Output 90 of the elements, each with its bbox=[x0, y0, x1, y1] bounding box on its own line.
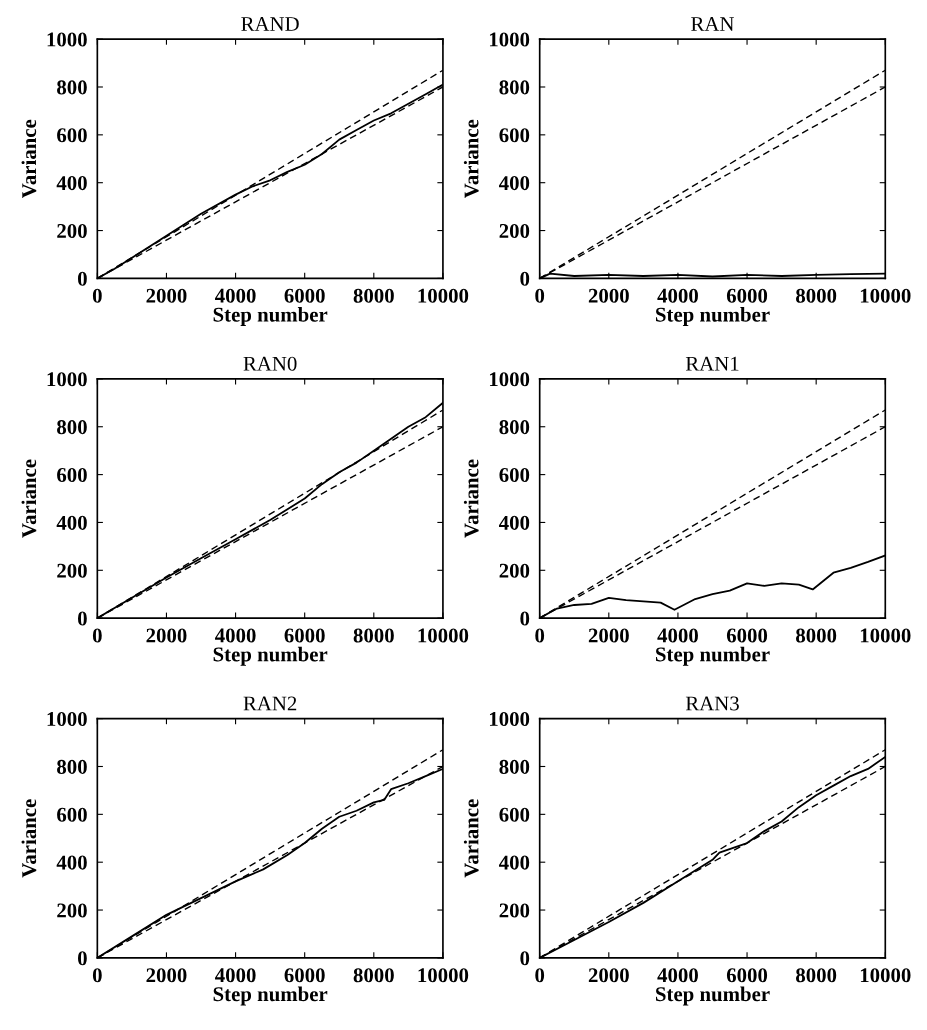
y-tick-label: 1000 bbox=[47, 712, 87, 727]
x-tick-label: 0 bbox=[92, 968, 102, 983]
chart-title: RAN1 bbox=[685, 356, 739, 371]
x-tick-label: 10000 bbox=[860, 628, 911, 643]
x-axis-title: Step number bbox=[213, 646, 328, 666]
x-tick-label: 0 bbox=[535, 288, 545, 303]
x-tick-label: 0 bbox=[92, 288, 102, 303]
y-tick-label: 0 bbox=[77, 271, 87, 286]
y-tick-label: 0 bbox=[520, 951, 530, 966]
x-tick-label: 6000 bbox=[284, 628, 325, 643]
x-tick-label: 6000 bbox=[284, 288, 325, 303]
y-tick-label: 0 bbox=[77, 611, 87, 626]
y-tick-label: 400 bbox=[56, 176, 87, 191]
y-tick-label: 200 bbox=[499, 903, 530, 918]
y-tick-label: 1000 bbox=[47, 32, 87, 47]
x-axis-title: Step number bbox=[213, 986, 328, 1006]
x-tick-label: 2000 bbox=[146, 628, 187, 643]
x-tick-label: 0 bbox=[92, 628, 102, 643]
y-tick-label: 0 bbox=[520, 611, 530, 626]
y-axis-title: Variance bbox=[463, 119, 479, 199]
x-tick-label: 6000 bbox=[726, 968, 768, 983]
chart-title: RAN0 bbox=[243, 356, 297, 371]
y-tick-label: 800 bbox=[499, 759, 530, 774]
chart-title: RAND bbox=[241, 17, 299, 31]
y-tick-label: 400 bbox=[499, 855, 530, 870]
x-tick-label: 4000 bbox=[215, 288, 256, 303]
x-tick-label: 8000 bbox=[796, 288, 837, 303]
y-tick-label: 200 bbox=[57, 563, 87, 578]
x-tick-label: 2000 bbox=[146, 968, 187, 983]
x-axis-title: Step number bbox=[213, 307, 328, 326]
y-tick-label: 600 bbox=[499, 128, 530, 143]
y-tick-label: 600 bbox=[499, 467, 530, 483]
y-tick-label: 200 bbox=[499, 563, 530, 578]
x-tick-label: 8000 bbox=[796, 968, 837, 983]
y-tick-label: 200 bbox=[57, 223, 87, 238]
x-tick-label: 6000 bbox=[284, 968, 325, 983]
x-tick-label: 4000 bbox=[215, 968, 256, 983]
y-axis-title: Variance bbox=[463, 459, 479, 538]
y-tick-label: 1000 bbox=[489, 32, 530, 47]
y-tick-label: 400 bbox=[56, 855, 87, 870]
x-axis-title: Step number bbox=[656, 646, 770, 666]
x-tick-label: 10000 bbox=[418, 968, 469, 983]
x-tick-label: 4000 bbox=[215, 628, 256, 643]
x-tick-label: 10000 bbox=[418, 288, 469, 303]
y-axis-title: Variance bbox=[21, 459, 37, 538]
y-tick-label: 800 bbox=[499, 80, 530, 95]
x-tick-label: 2000 bbox=[146, 288, 187, 303]
y-tick-label: 600 bbox=[57, 128, 87, 143]
y-tick-label: 400 bbox=[499, 176, 530, 191]
chart-title: RAN2 bbox=[243, 696, 297, 711]
x-tick-label: 2000 bbox=[588, 968, 629, 983]
x-tick-label: 0 bbox=[535, 628, 545, 643]
x-tick-label: 2000 bbox=[588, 288, 629, 303]
x-tick-label: 6000 bbox=[726, 288, 768, 303]
y-tick-label: 400 bbox=[499, 515, 530, 530]
y-tick-label: 800 bbox=[57, 420, 87, 435]
x-tick-label: 8000 bbox=[353, 288, 394, 303]
y-axis-title: Variance bbox=[21, 119, 37, 199]
y-tick-label: 400 bbox=[56, 515, 87, 530]
chart-title: RAN bbox=[691, 17, 734, 31]
y-axis-title: Variance bbox=[463, 799, 479, 878]
x-tick-label: 10000 bbox=[860, 968, 911, 983]
x-tick-label: 4000 bbox=[657, 288, 698, 303]
x-tick-label: 8000 bbox=[353, 968, 394, 983]
y-tick-label: 200 bbox=[57, 903, 87, 918]
x-tick-label: 10000 bbox=[860, 288, 911, 303]
x-tick-label: 0 bbox=[535, 968, 545, 983]
y-axis-title: Variance bbox=[21, 799, 37, 878]
y-tick-label: 600 bbox=[499, 807, 530, 822]
x-tick-label: 8000 bbox=[353, 628, 394, 643]
chart-title: RAN3 bbox=[685, 696, 739, 711]
y-tick-label: 800 bbox=[57, 80, 87, 95]
x-tick-label: 6000 bbox=[726, 628, 768, 643]
x-axis-title: Step number bbox=[656, 986, 770, 1006]
x-axis-title: Step number bbox=[656, 307, 770, 326]
x-tick-label: 4000 bbox=[657, 628, 698, 643]
y-tick-label: 1000 bbox=[47, 372, 87, 387]
y-tick-label: 0 bbox=[520, 271, 530, 286]
y-tick-label: 800 bbox=[57, 759, 87, 774]
x-tick-label: 8000 bbox=[796, 628, 837, 643]
y-tick-label: 600 bbox=[57, 807, 87, 822]
y-tick-label: 800 bbox=[499, 420, 530, 435]
y-tick-label: 1000 bbox=[489, 712, 530, 727]
y-tick-label: 0 bbox=[77, 951, 87, 966]
x-tick-label: 4000 bbox=[657, 968, 698, 983]
y-tick-label: 200 bbox=[499, 223, 530, 238]
y-tick-label: 1000 bbox=[489, 372, 530, 387]
x-tick-label: 2000 bbox=[588, 628, 629, 643]
y-tick-label: 600 bbox=[57, 467, 87, 483]
x-tick-label: 10000 bbox=[418, 628, 469, 643]
